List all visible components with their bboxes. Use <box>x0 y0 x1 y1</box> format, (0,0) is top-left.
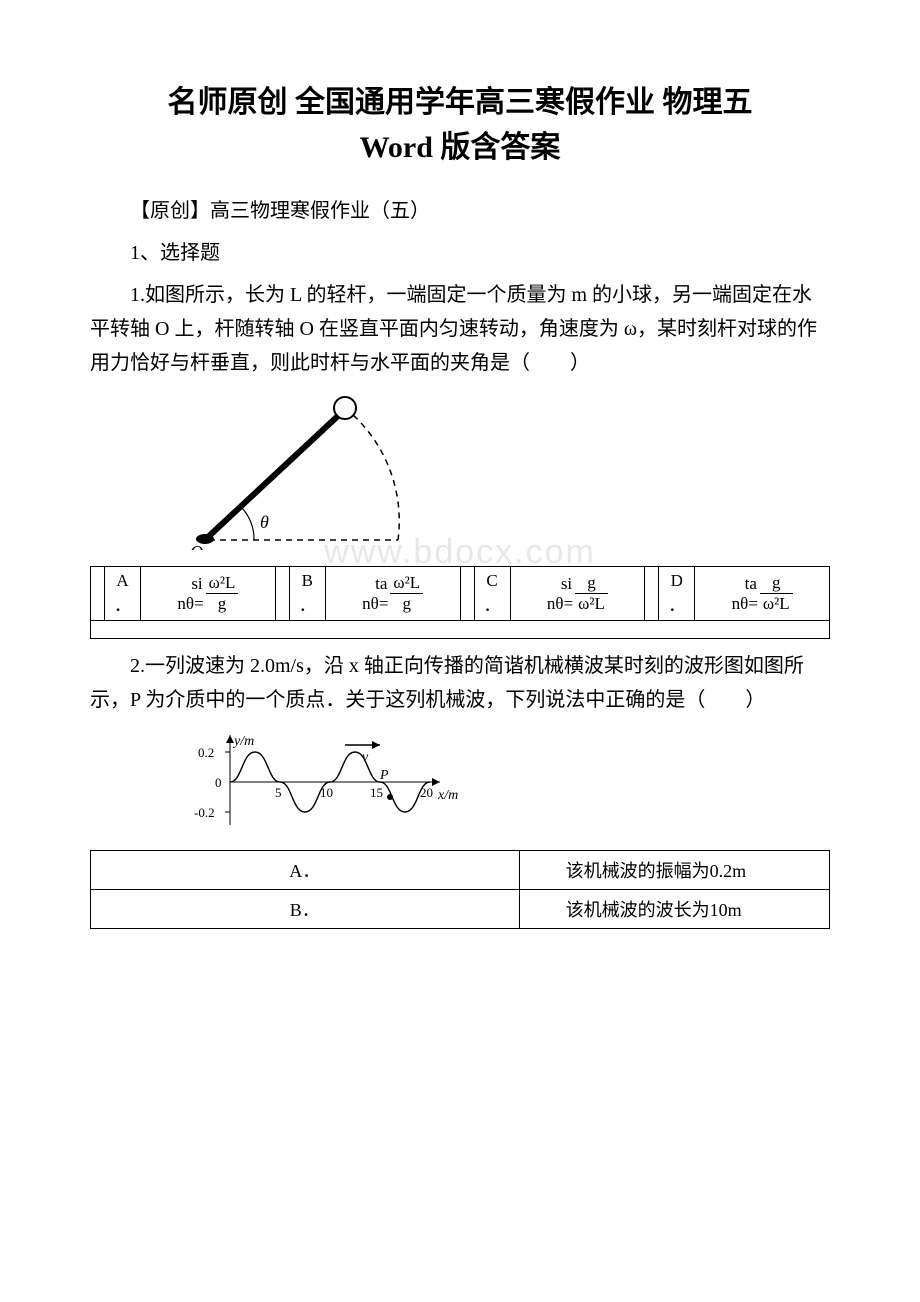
angle-label: θ <box>260 512 269 532</box>
subheading: 【原创】高三物理寒假作业（五） <box>90 194 830 228</box>
svg-text:10: 10 <box>320 785 333 800</box>
svg-text:v: v <box>362 750 369 765</box>
origin-label: O <box>190 542 203 550</box>
question-2-figure: 0.2 0 -0.2 5 10 15 20 y/m x/m v P <box>180 727 830 842</box>
question-2-options-table: A． 该机械波的振幅为0.2m B． 该机械波的波长为10m <box>90 850 830 929</box>
option-b-label: B． <box>91 890 520 929</box>
option-a-text: 该机械波的振幅为0.2m <box>519 851 829 890</box>
option-a-label: A． <box>91 851 520 890</box>
question-1-text: 1.如图所示，长为 L 的轻杆，一端固定一个质量为 m 的小球，另一端固定在水平… <box>90 278 830 380</box>
question-1-options-table: A． sinθ=ω²Lg B． tanθ=ω²Lg C． sinθ=gω²L D… <box>90 566 830 639</box>
svg-text:20: 20 <box>420 785 433 800</box>
option-c-label: C． <box>484 571 501 615</box>
option-b-text: 该机械波的波长为10m <box>519 890 829 929</box>
svg-text:0.2: 0.2 <box>198 745 214 760</box>
option-a-label: A． <box>114 571 131 615</box>
svg-text:5: 5 <box>275 785 282 800</box>
svg-text:P: P <box>379 768 389 783</box>
question-2-text: 2.一列波速为 2.0m/s，沿 x 轴正向传播的简谐机械横波某时刻的波形图如图… <box>90 649 830 717</box>
option-d-label: D． <box>668 571 685 615</box>
svg-text:y/m: y/m <box>232 734 254 749</box>
section-1-heading: 1、选择题 <box>90 236 830 270</box>
title-line-2: Word 版含答案 <box>360 131 561 164</box>
title-line-1: 名师原创 全国通用学年高三寒假作业 物理五 <box>168 86 753 119</box>
question-1-figure: θ O <box>180 390 830 555</box>
svg-text:15: 15 <box>370 785 383 800</box>
option-b-label: B． <box>299 571 316 615</box>
svg-text:-0.2: -0.2 <box>194 805 215 820</box>
svg-text:x/m: x/m <box>437 788 458 803</box>
svg-text:0: 0 <box>215 775 222 790</box>
